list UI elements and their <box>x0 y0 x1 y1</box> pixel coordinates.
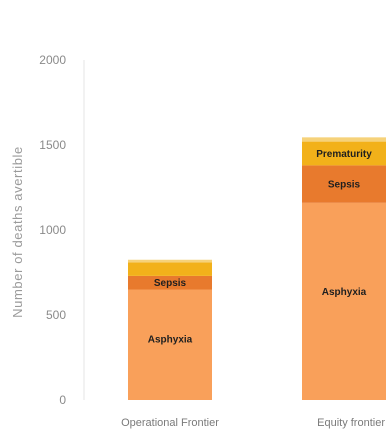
y-axis-label: Number of deaths avertible <box>10 146 25 318</box>
bar-segment <box>128 289 212 400</box>
bar-segment <box>128 262 212 276</box>
segment-label: Asphyxia <box>322 287 367 298</box>
y-tick-labels: 0 500 1000 1500 2000 <box>39 53 66 407</box>
x-tick-labels: Operational Frontier Equity frontier <box>121 417 385 429</box>
y-tick-label: 1000 <box>39 223 66 237</box>
bar-segment <box>302 137 386 142</box>
y-tick-label: 1500 <box>39 138 66 152</box>
segment-label: Asphyxia <box>148 335 193 346</box>
bar-segment <box>128 259 212 263</box>
bar-segment <box>302 202 386 400</box>
bar-segment <box>128 275 212 290</box>
bar-stacks: Asphyxia Sepsis Asphyxia Sepsis Prematurity <box>128 137 386 400</box>
x-tick-label: Equity frontier <box>317 417 385 429</box>
segment-label: Sepsis <box>328 180 361 191</box>
y-tick-label: 2000 <box>39 53 66 67</box>
bar-segment <box>302 165 386 203</box>
x-tick-label: Operational Frontier <box>121 417 219 429</box>
segment-label: Sepsis <box>154 278 187 289</box>
y-tick-label: 500 <box>46 308 66 322</box>
y-tick-label: 0 <box>59 393 66 407</box>
segment-label: Prematurity <box>316 149 372 160</box>
bar-segment <box>302 141 386 166</box>
